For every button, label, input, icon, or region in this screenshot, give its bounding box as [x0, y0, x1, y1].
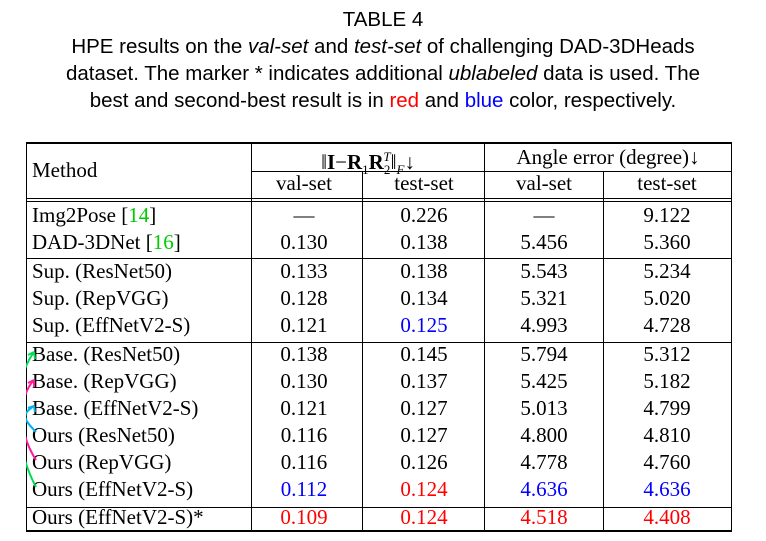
cell-test-angle: 9.122 — [643, 203, 691, 227]
header-test-2: test-set — [637, 171, 697, 195]
caption-line-2: HPE results on the val-set and test-set … — [71, 35, 695, 58]
cell-val-hpe: 0.128 — [280, 286, 328, 310]
cell-test-hpe: 0.124 — [400, 477, 448, 501]
header-method: Method — [32, 158, 98, 182]
cell-test-hpe: 0.125 — [400, 313, 448, 337]
cell-val-angle: 4.778 — [520, 450, 568, 474]
method-cell: Base. (EffNetV2-S) — [32, 396, 199, 420]
method-cell: Img2Pose [14] — [32, 203, 157, 227]
vline-c1 — [362, 171, 363, 532]
caption-line-4: best and second-best result is in red an… — [89, 89, 677, 112]
method-cell: Ours (ResNet50) — [32, 423, 175, 447]
cell-val-angle: 4.636 — [520, 477, 568, 501]
cell-val-angle: 5.456 — [520, 230, 568, 254]
cell-val-hpe: 0.112 — [280, 477, 328, 501]
cell-test-hpe: 0.126 — [400, 450, 448, 474]
cell-val-angle: 5.013 — [520, 396, 568, 420]
cell-test-hpe: 0.134 — [400, 286, 448, 310]
vline-mid — [484, 142, 485, 532]
method-cell: Ours (RepVGG) — [32, 450, 172, 474]
cell-val-hpe: 0.130 — [280, 230, 328, 254]
header-test-1: test-set — [394, 171, 454, 195]
caption-line-3: dataset. The marker * indicates addition… — [65, 62, 701, 85]
method-cell: DAD-3DNet [16] — [32, 230, 181, 254]
header-val-1: val-set — [276, 171, 332, 195]
method-cell: Ours (EffNetV2-S)* — [32, 505, 204, 529]
group-rule-3 — [26, 507, 732, 508]
cell-test-angle: 5.234 — [643, 259, 691, 283]
cell-test-angle: 4.810 — [643, 423, 691, 447]
method-cell: Sup. (ResNet50) — [32, 259, 172, 283]
cell-val-angle: 4.993 — [520, 313, 568, 337]
cell-test-hpe: 0.145 — [400, 342, 448, 366]
method-cell: Base. (RepVGG) — [32, 369, 177, 393]
cell-test-hpe: 0.127 — [400, 423, 448, 447]
header-val-2: val-set — [516, 171, 572, 195]
cell-val-angle: — — [533, 203, 555, 227]
cell-test-angle: 5.182 — [643, 369, 691, 393]
cell-test-angle: 4.760 — [643, 450, 691, 474]
header-angle-error: Angle error (degree)↓ — [516, 145, 700, 169]
pink-arrow — [26, 379, 37, 461]
cell-test-hpe: 0.127 — [400, 396, 448, 420]
cell-val-angle: 4.800 — [520, 423, 568, 447]
cell-test-angle: 5.360 — [643, 230, 691, 254]
header-metric-formula: ‖I−R1R2T‖F↓ — [321, 149, 415, 178]
group-rule-1 — [26, 258, 732, 259]
cell-val-hpe: 0.138 — [280, 342, 328, 366]
bottom-rule — [26, 530, 732, 532]
cell-val-hpe: 0.116 — [280, 423, 328, 447]
cell-test-angle: 4.408 — [643, 505, 691, 529]
cell-test-angle: 4.728 — [643, 313, 691, 337]
vline-c3 — [603, 171, 604, 532]
cell-val-hpe: — — [293, 203, 315, 227]
cell-test-angle: 5.020 — [643, 286, 691, 310]
vline-right — [731, 142, 732, 532]
header-rule — [26, 198, 732, 199]
cyan-arrow-head — [27, 405, 36, 413]
cell-val-hpe: 0.116 — [280, 450, 328, 474]
cell-test-angle: 4.636 — [643, 477, 691, 501]
method-cell: Sup. (EffNetV2-S) — [32, 313, 191, 337]
table-number: TABLE 4 — [342, 8, 424, 31]
top-rule — [26, 142, 732, 144]
table-caption: TABLE 4 HPE results on the val-set and t… — [0, 6, 766, 114]
connector-arrows — [26, 351, 37, 488]
cell-val-angle: 4.518 — [520, 505, 568, 529]
cell-val-angle: 5.794 — [520, 342, 568, 366]
vline-left — [26, 142, 27, 532]
cell-test-angle: 5.312 — [643, 342, 691, 366]
cell-val-hpe: 0.121 — [280, 396, 328, 420]
pink-arrow-head — [27, 379, 35, 387]
results-table: Method ‖I−R1R2T‖F↓ Angle error (degree)↓… — [26, 142, 732, 532]
cell-test-hpe: 0.138 — [400, 230, 448, 254]
cell-val-hpe: 0.133 — [280, 259, 328, 283]
cell-test-hpe: 0.124 — [400, 505, 448, 529]
green-arrow — [26, 351, 37, 488]
group-rule-2 — [26, 342, 732, 343]
cell-val-hpe: 0.130 — [280, 369, 328, 393]
subheader-rule — [251, 171, 732, 172]
cell-val-hpe: 0.121 — [280, 313, 328, 337]
cell-test-angle: 4.799 — [643, 396, 691, 420]
cell-val-angle: 5.321 — [520, 286, 568, 310]
cell-test-hpe: 0.138 — [400, 259, 448, 283]
cell-val-angle: 5.425 — [520, 369, 568, 393]
method-cell: Base. (ResNet50) — [32, 342, 181, 366]
cell-test-hpe: 0.226 — [400, 203, 448, 227]
vline-method — [251, 142, 252, 532]
green-arrow-head — [27, 351, 36, 360]
cell-val-hpe: 0.109 — [280, 505, 328, 529]
header-rule-double — [26, 201, 732, 202]
cell-val-angle: 5.543 — [520, 259, 568, 283]
method-cell: Ours (EffNetV2-S) — [32, 477, 194, 501]
cell-test-hpe: 0.137 — [400, 369, 448, 393]
method-cell: Sup. (RepVGG) — [32, 286, 169, 310]
